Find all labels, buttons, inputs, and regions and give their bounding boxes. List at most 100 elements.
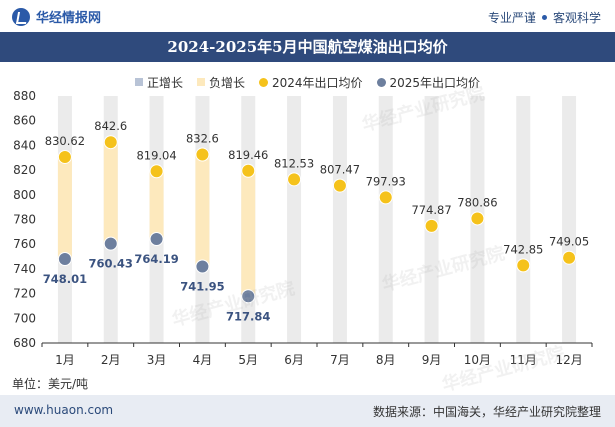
label-2024: 819.04 [136,148,176,162]
point-2024 [562,250,577,265]
point-2024 [332,178,347,193]
legend-item-2025: 2025年出口均价 [376,74,481,91]
x-tick-label: 12月 [555,353,582,367]
header: 华经情报网 专业严谨 客观科学 [0,0,615,32]
x-tick-label: 2月 [101,353,121,367]
label-2024: 742.85 [503,242,543,256]
x-tick-label: 11月 [510,353,537,367]
x-tick-label: 3月 [147,353,167,367]
point-2025 [195,259,210,274]
y-tick-label: 680 [13,336,36,350]
brand-logo[interactable]: 华经情报网 [12,7,101,26]
unit-label: 单位：美元/吨 [12,377,89,391]
title-bar: 2024-2025年5月中国航空煤油出口均价 [0,32,615,62]
point-2025 [103,236,118,251]
x-tick-label: 6月 [284,353,304,367]
legend-swatch-negative [196,78,205,86]
background-bar [378,96,393,343]
y-tick-label: 760 [13,237,36,251]
x-tick-label: 7月 [330,353,350,367]
brand-name: 华经情报网 [36,11,102,26]
brand-logo-icon [12,7,30,26]
legend-swatch-2025 [376,77,386,87]
data-points [57,135,577,304]
label-2024: 749.05 [549,235,589,249]
point-2024 [195,147,210,162]
axes: 680 700 720 740 760 780 800 820 840 860 880 1月 2月 3月 4… [13,89,593,367]
legend-label-positive: 正增长 [146,75,183,90]
legend-label-negative: 负增长 [208,75,245,90]
footer-website-link[interactable]: www.huaon.com [14,403,114,417]
legend-swatch-positive [134,78,143,86]
legend-label-2025: 2025年出口均价 [389,75,481,90]
change-band [57,156,72,260]
label-2024: 807.47 [320,163,360,177]
y-tick-label: 820 [13,163,36,177]
slogan-right: 客观科学 [552,11,601,25]
point-2024 [378,190,393,205]
y-tick-label: 740 [13,262,36,276]
legend-item-positive: 正增长 [134,74,183,91]
footer-source: 数据来源：中国海关，华经产业研究院整理 [372,405,601,419]
chart-title: 2024-2025年5月中国航空煤油出口均价 [167,38,448,56]
point-2024 [149,164,164,179]
change-band [195,154,210,267]
point-2025 [57,252,72,267]
data-labels: 830.62 842.6 819.04 832.6 819.46 812.53 807.47… [43,119,589,323]
change-bands [57,142,256,297]
point-2024 [287,172,302,187]
label-2024: 842.6 [94,119,127,133]
point-2024 [424,218,439,233]
label-2024: 774.87 [411,203,451,217]
label-2024: 819.46 [228,148,268,162]
background-bar [562,96,577,343]
point-2024 [470,211,485,226]
y-tick-label: 880 [13,89,36,103]
legend-item-negative: 负增长 [196,74,245,91]
x-tick-label: 5月 [238,353,258,367]
background-bar [516,96,531,343]
legend: 正增长 负增长 2024年出口均价 2025年出口均价 [0,72,615,92]
legend-label-2024: 2024年出口均价 [271,75,363,90]
change-band [103,142,118,244]
label-2025: 748.01 [43,272,87,286]
label-2024: 797.93 [366,174,406,188]
point-2024 [241,163,256,178]
label-2025: 760.43 [89,257,133,271]
slogan-dot-icon [541,15,547,20]
point-2024 [103,135,118,150]
chart-plot: 680 700 720 740 760 780 800 820 840 860 880 1月 2月 3月 4… [13,89,593,367]
slogan-left: 专业严谨 [487,11,536,25]
x-tick-label: 10月 [464,353,491,367]
x-tick-label: 8月 [376,353,396,367]
label-2025: 764.19 [134,252,178,266]
legend-item-2024: 2024年出口均价 [258,74,363,91]
point-2025 [149,232,164,247]
change-band [241,170,256,297]
label-2024: 780.86 [457,195,497,209]
footer: www.huaon.com 数据来源：中国海关，华经产业研究院整理 [0,395,615,427]
y-tick-label: 860 [13,114,36,128]
point-2025 [241,289,256,304]
label-2024: 832.6 [186,132,219,146]
slogan: 专业严谨 客观科学 [488,9,601,26]
point-2024 [516,258,531,273]
y-tick-label: 720 [13,287,36,301]
label-2024: 812.53 [274,156,314,170]
y-tick-label: 840 [13,138,36,152]
y-tick-label: 800 [13,188,36,202]
y-tick-label: 780 [13,213,36,227]
x-tick-label: 1月 [55,353,75,367]
background-bar [287,96,302,343]
legend-swatch-2024 [258,77,268,87]
point-2024 [57,149,72,164]
label-2025: 741.95 [180,279,224,293]
change-band [149,171,164,240]
background-bars [57,96,577,343]
label-2024: 830.62 [45,134,85,148]
x-tick-label: 4月 [193,353,213,367]
background-bar [332,96,347,343]
label-2025: 717.84 [226,309,270,323]
y-tick-label: 700 [13,311,36,325]
x-tick-label: 9月 [422,353,442,367]
